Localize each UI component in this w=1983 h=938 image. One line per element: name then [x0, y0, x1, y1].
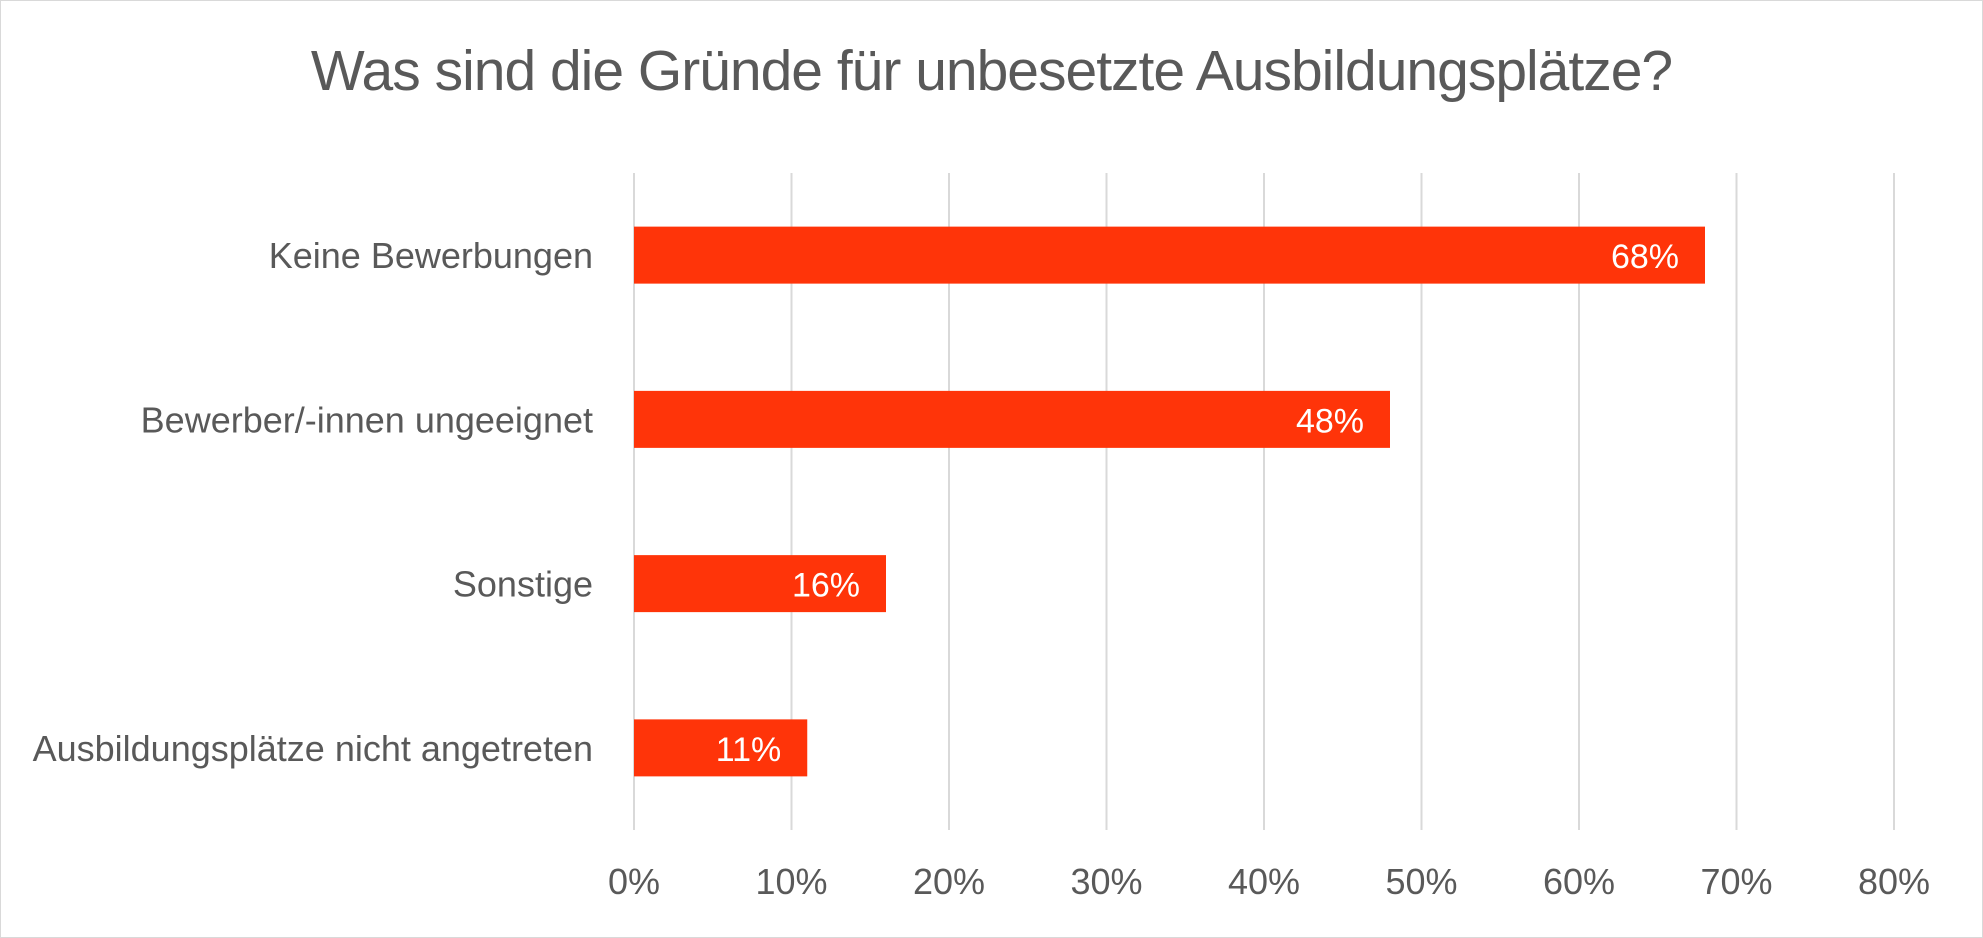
x-tick-label: 80%: [1858, 861, 1930, 902]
bar: [634, 555, 886, 613]
data-label: 68%: [1611, 238, 1679, 276]
x-tick-label: 10%: [755, 861, 827, 902]
bar: [634, 226, 1705, 284]
category-label: Ausbildungsplätze nicht angetreten: [33, 728, 593, 769]
bar: [634, 390, 1390, 448]
data-label: 16%: [792, 567, 860, 605]
x-tick-label: 70%: [1700, 861, 1772, 902]
x-tick-label: 0%: [608, 861, 660, 902]
chart-title: Was sind die Gründe für unbesetzte Ausbi…: [310, 39, 1673, 103]
category-label: Keine Bewerbungen: [269, 235, 593, 276]
category-label: Bewerber/-innen ungeeignet: [141, 399, 593, 440]
x-tick-label: 60%: [1543, 861, 1615, 902]
x-tick-label: 50%: [1385, 861, 1457, 902]
x-axis-tick-labels: 0% 10% 20% 30% 40% 50% 60% 70% 80%: [608, 861, 1930, 902]
x-tick-label: 30%: [1070, 861, 1142, 902]
bars: [634, 226, 1705, 777]
x-tick-label: 20%: [913, 861, 985, 902]
category-labels: Keine Bewerbungen Bewerber/-innen ungeeig…: [33, 235, 593, 769]
x-tick-label: 40%: [1228, 861, 1300, 902]
bar: [634, 719, 808, 777]
data-labels: 68% 48% 16% 11%: [716, 238, 1679, 769]
data-label: 48%: [1296, 402, 1364, 440]
data-label: 11%: [716, 731, 782, 769]
category-label: Sonstige: [453, 564, 593, 605]
